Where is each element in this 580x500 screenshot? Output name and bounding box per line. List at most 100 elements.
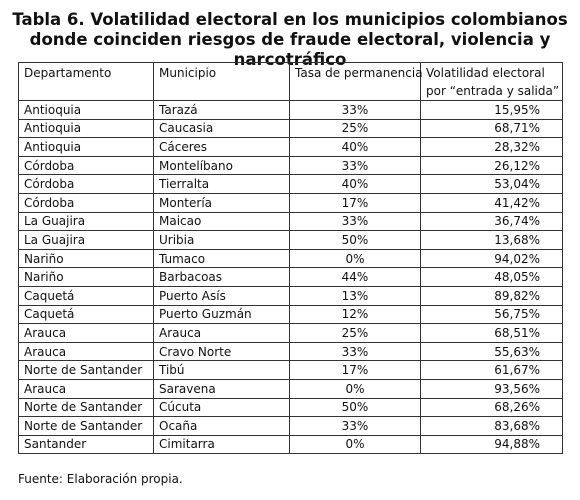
table-cell: 33% (289, 155, 421, 176)
header-cell: Tasa de permanencia (289, 62, 423, 101)
header-text: Municipio (159, 66, 217, 80)
table-row: Nariño Barbacoas 44% 48,05% (18, 267, 563, 287)
header-cell: Municipio (153, 62, 290, 101)
table-cell: 40% (289, 137, 421, 157)
header-cell: Volatilidad electoral por “entrada y sali… (420, 62, 563, 101)
table-cell: Tarazá (153, 100, 290, 120)
table-cell: 0% (289, 434, 421, 455)
table-cell: 41,42% (420, 192, 563, 213)
header-text: Departamento (24, 66, 112, 80)
table-cell: Córdoba (18, 174, 154, 194)
table-cell: 33% (289, 211, 421, 232)
table-cell: 15,95% (420, 100, 563, 120)
title: Tabla 6. Volatilidad electoral en los mu… (0, 10, 580, 70)
table-row: Arauca Cravo Norte 33% 55,63% (18, 341, 563, 362)
table-cell: Norte de Santander (18, 397, 154, 418)
table-cell: Montería (153, 192, 290, 213)
table-row: Córdoba Tierralta 40% 53,04% (18, 174, 563, 194)
table-cell: 0% (289, 378, 421, 399)
table-cell: Puerto Asís (153, 285, 290, 306)
table-row: Nariño Tumaco 0% 94,02% (18, 248, 563, 269)
table-cell: 93,56% (420, 378, 563, 399)
table-row: Antioquia Caucasia 25% 68,71% (18, 118, 563, 139)
table-row: Antioquia Tarazá 33% 15,95% (18, 100, 563, 120)
table-cell: Nariño (18, 267, 154, 287)
table-cell: 33% (289, 341, 421, 362)
header-text: por “entrada y salida” (426, 84, 560, 98)
table-cell: Tumaco (153, 248, 290, 269)
table-cell: La Guajira (18, 230, 154, 250)
table-cell: Arauca (18, 323, 154, 343)
table-cell: La Guajira (18, 211, 154, 232)
table-row: La Guajira Maicao 33% 36,74% (18, 211, 563, 232)
title-line: Tabla 6. Volatilidad electoral en los mu… (12, 10, 568, 29)
table-cell: 94,02% (420, 248, 563, 269)
table-cell: 25% (289, 323, 421, 343)
table-cell: 48,05% (420, 267, 563, 287)
table-cell: 33% (289, 100, 421, 120)
table-row: Norte de Santander Tibú 17% 61,67% (18, 360, 563, 380)
table-cell: Antioquia (18, 100, 154, 120)
table-row: Caquetá Puerto Guzmán 12% 56,75% (18, 304, 563, 325)
table-row: Norte de Santander Ocaña 33% 83,68% (18, 416, 563, 436)
table-cell: 25% (289, 118, 421, 139)
table-row: Caquetá Puerto Asís 13% 89,82% (18, 285, 563, 306)
table-cell: Caucasia (153, 118, 290, 139)
table-row: Córdoba Montería 17% 41,42% (18, 192, 563, 213)
table-cell: 53,04% (420, 174, 563, 194)
header-text: Volatilidad electoral (426, 66, 545, 80)
table-cell: 61,67% (420, 360, 563, 380)
table-cell: 0% (289, 248, 421, 269)
table-cell: 33% (289, 416, 421, 436)
table-cell: 40% (289, 174, 421, 194)
table-cell: Cáceres (153, 137, 290, 157)
table-cell: 13% (289, 285, 421, 306)
table-cell: Puerto Guzmán (153, 304, 290, 325)
table-cell: Cravo Norte (153, 341, 290, 362)
table-cell: Norte de Santander (18, 360, 154, 380)
table-cell: Barbacoas (153, 267, 290, 287)
footnote: Fuente: Elaboración propia. (18, 472, 183, 486)
table-cell: Montelíbano (153, 155, 290, 176)
table-cell: 56,75% (420, 304, 563, 325)
table-cell: Cimitarra (153, 434, 290, 455)
table-cell: Córdoba (18, 155, 154, 176)
table-cell: Córdoba (18, 192, 154, 213)
table-cell: Nariño (18, 248, 154, 269)
table-cell: Antioquia (18, 137, 154, 157)
table-cell: 55,63% (420, 341, 563, 362)
table-cell: Uribia (153, 230, 290, 250)
table-cell: Antioquia (18, 118, 154, 139)
table-cell: 50% (289, 397, 421, 418)
table-cell: Santander (18, 434, 154, 455)
table-cell: 17% (289, 360, 421, 380)
table-cell: 44% (289, 267, 421, 287)
table-cell: Caquetá (18, 304, 154, 325)
table-cell: 68,26% (420, 397, 563, 418)
table-cell: 68,71% (420, 118, 563, 139)
table-cell: Ocaña (153, 416, 290, 436)
table-cell: Tierralta (153, 174, 290, 194)
table-cell: 17% (289, 192, 421, 213)
table-cell: Norte de Santander (18, 416, 154, 436)
table-row: Córdoba Montelíbano 33% 26,12% (18, 155, 563, 176)
table-cell: Arauca (18, 341, 154, 362)
header-cell: Departamento (18, 62, 154, 101)
table-row: Norte de Santander Cúcuta 50% 68,26% (18, 397, 563, 418)
table-cell: 94,88% (420, 434, 563, 455)
table-row: Antioquia Cáceres 40% 28,32% (18, 137, 563, 157)
table-cell: 28,32% (420, 137, 563, 157)
table-cell: 50% (289, 230, 421, 250)
table-cell: 83,68% (420, 416, 563, 436)
table-cell: 13,68% (420, 230, 563, 250)
header-text: Tasa de permanencia (295, 66, 423, 80)
table-cell: Saravena (153, 378, 290, 399)
table-cell: Arauca (153, 323, 290, 343)
table-row: Santander Cimitarra 0% 94,88% (18, 434, 563, 455)
table-row: Arauca Saravena 0% 93,56% (18, 378, 563, 399)
table-cell: 68,51% (420, 323, 563, 343)
table-cell: Caquetá (18, 285, 154, 306)
table-cell: Tibú (153, 360, 290, 380)
table-cell: Cúcuta (153, 397, 290, 418)
